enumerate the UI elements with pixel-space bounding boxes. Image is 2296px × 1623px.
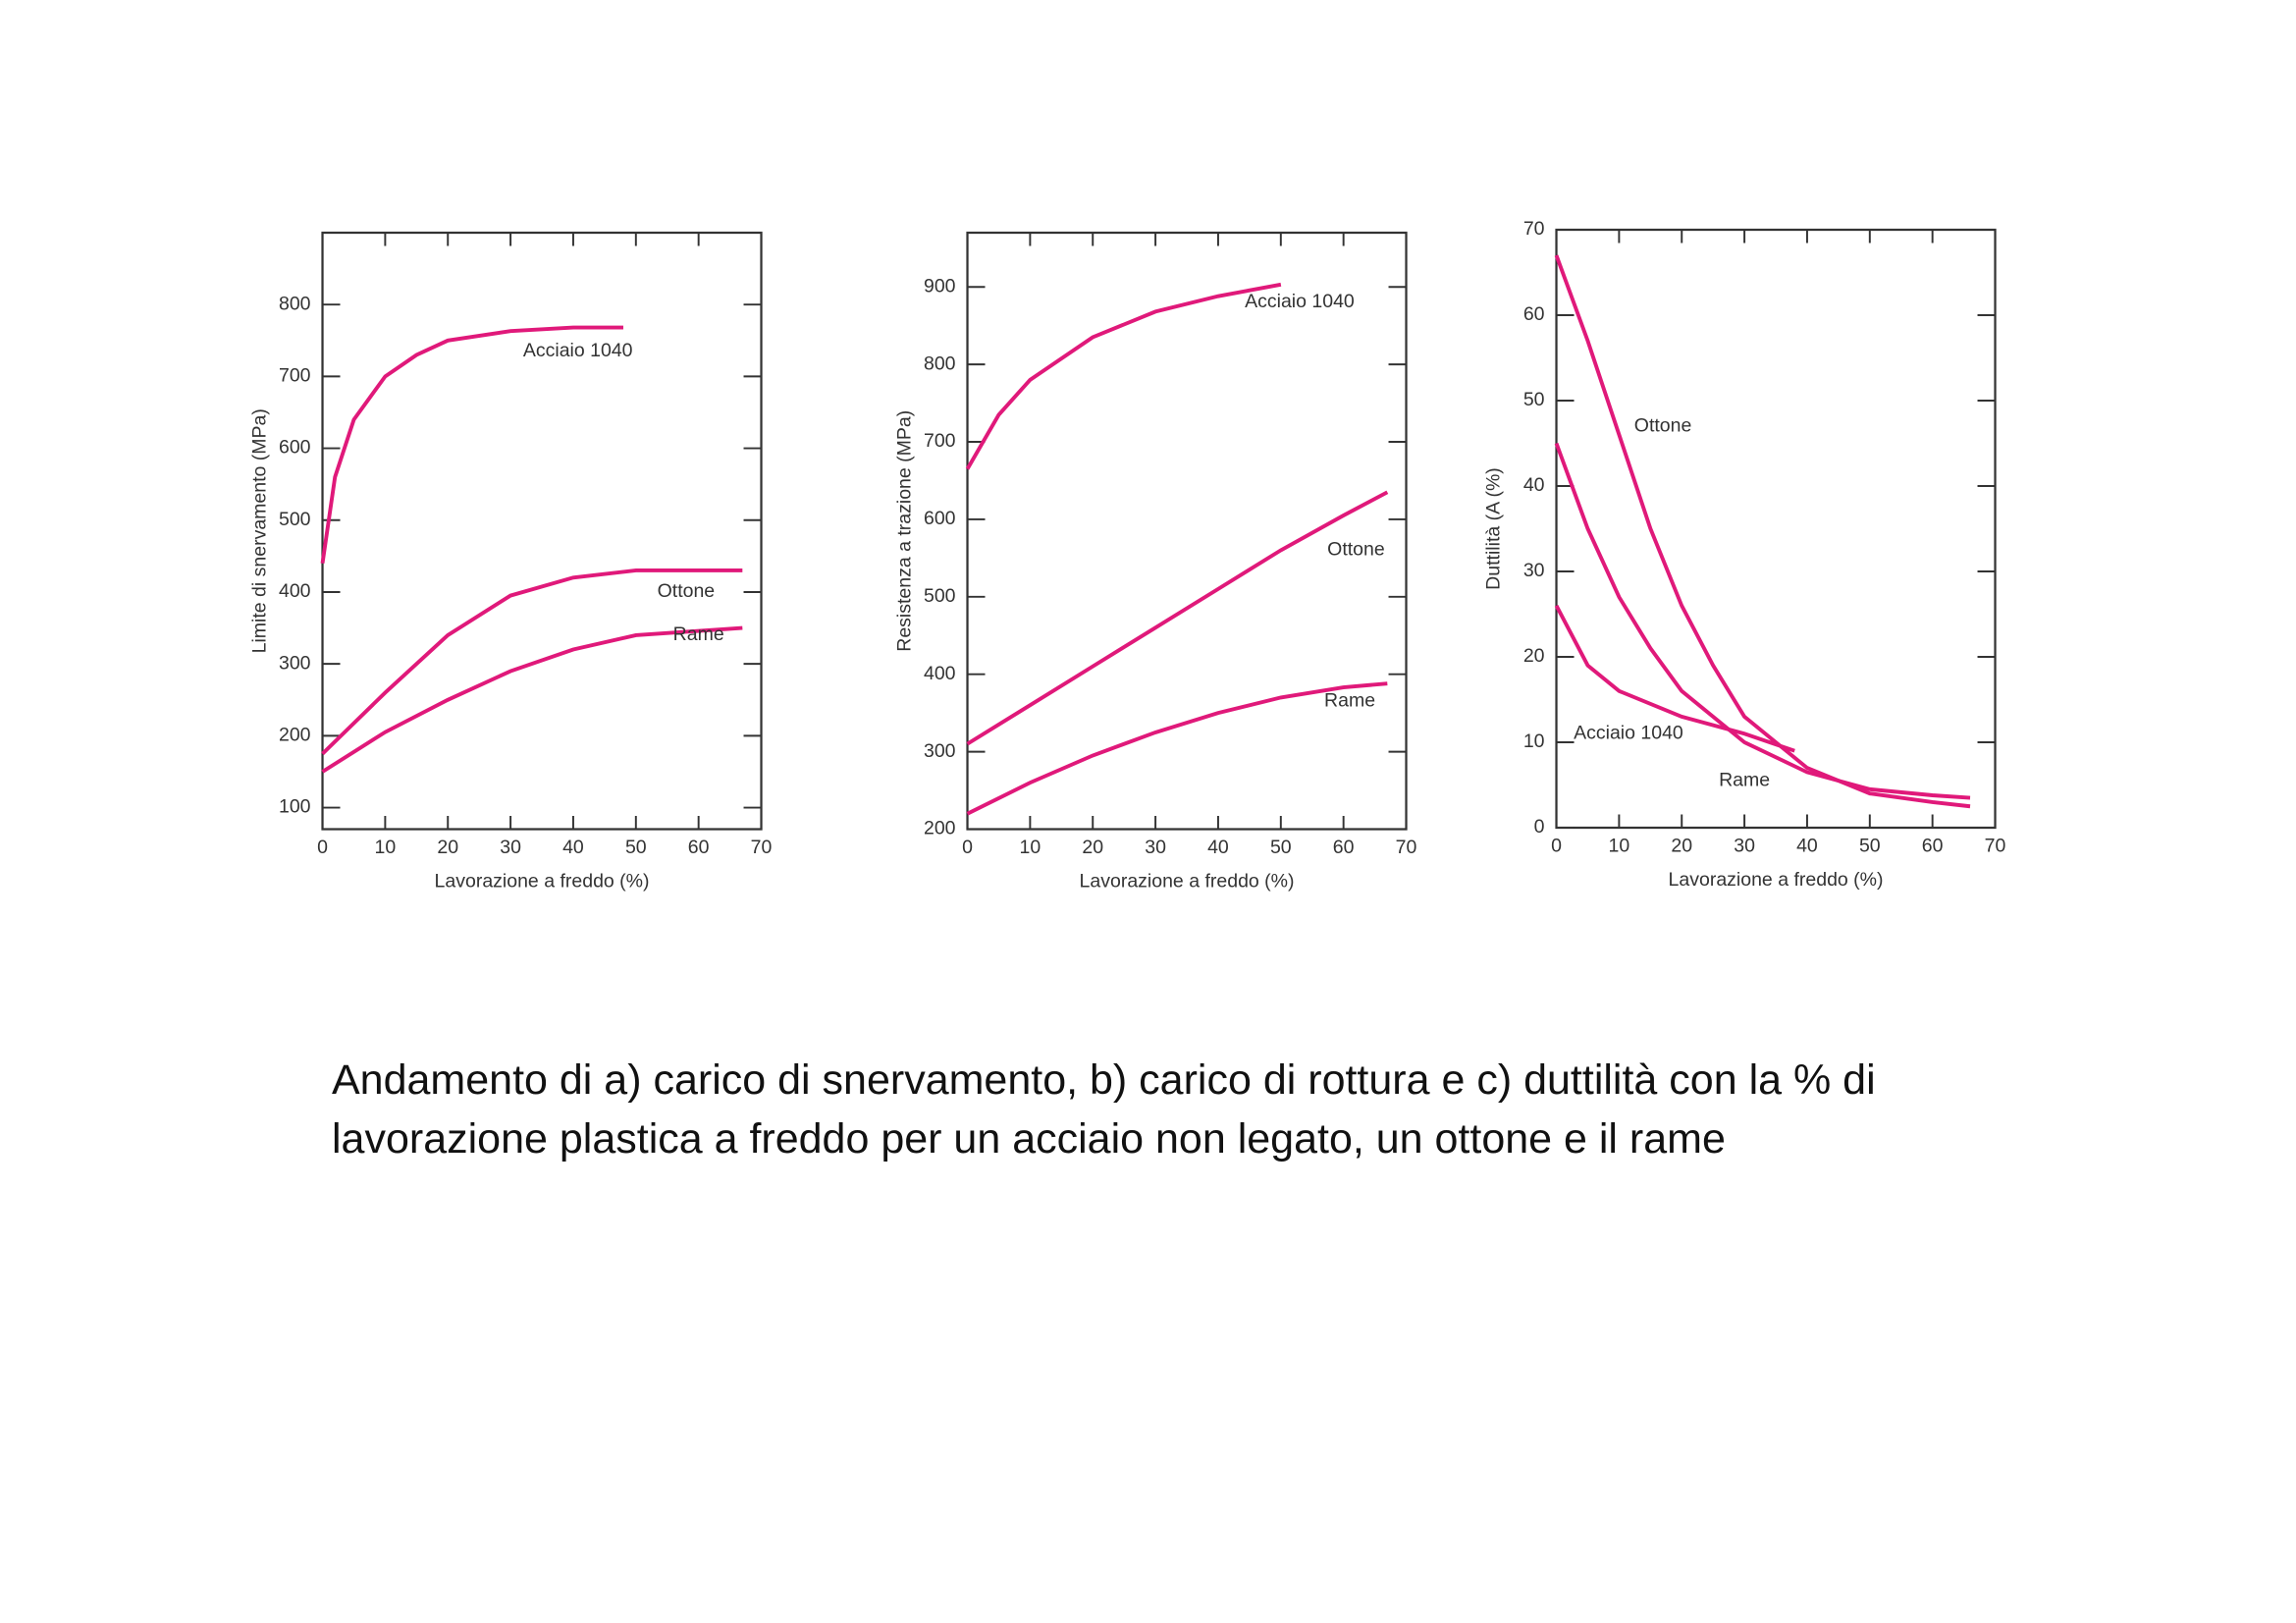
y-tick-label: 700	[924, 430, 956, 452]
x-tick-label: 0	[317, 837, 328, 858]
curve	[1554, 254, 1971, 809]
curve-label: Acciaio 1040	[1574, 722, 1683, 743]
curve	[965, 282, 1282, 470]
curve	[1554, 604, 1795, 753]
x-axis-label: Lavorazione a freddo (%)	[1669, 869, 1884, 891]
x-axis-label: Lavorazione a freddo (%)	[435, 871, 650, 893]
x-tick-label: 0	[962, 837, 973, 858]
x-tick-label: 0	[1551, 836, 1562, 857]
x-tick-label: 20	[437, 837, 458, 858]
curve-label: Acciaio 1040	[1245, 291, 1355, 312]
y-tick-label: 40	[1523, 474, 1545, 496]
plot-frame	[1555, 228, 1997, 830]
y-tick-label: 400	[924, 663, 956, 684]
x-tick-label: 40	[1796, 836, 1818, 857]
x-tick-label: 10	[1609, 836, 1630, 857]
curve-label: Rame	[1719, 769, 1770, 790]
y-tick-label: 500	[279, 509, 311, 530]
x-tick-label: 40	[562, 837, 584, 858]
x-tick-label: 30	[1145, 837, 1166, 858]
y-tick-label: 100	[279, 796, 311, 818]
y-tick-label: 20	[1523, 645, 1545, 667]
y-tick-label: 10	[1523, 730, 1545, 752]
curve	[320, 325, 623, 565]
y-tick-label: 600	[924, 508, 956, 529]
x-axis-label: Lavorazione a freddo (%)	[1080, 871, 1295, 893]
x-tick-label: 10	[1020, 837, 1041, 858]
y-tick-label: 30	[1523, 560, 1545, 581]
y-tick-label: 700	[279, 365, 311, 387]
caption: Andamento di a) carico di snervamento, b…	[332, 1056, 1876, 1163]
x-tick-label: 50	[625, 837, 647, 858]
y-tick-label: 60	[1523, 303, 1545, 325]
y-tick-label: 50	[1523, 389, 1545, 410]
x-tick-label: 70	[751, 837, 773, 858]
y-tick-label: 800	[279, 293, 311, 314]
y-tick-label: 200	[924, 818, 956, 839]
y-tick-label: 600	[279, 437, 311, 459]
y-axis-label: Duttilità (A (%)	[1483, 467, 1505, 590]
y-tick-label: 500	[924, 585, 956, 607]
x-tick-label: 70	[1985, 836, 2006, 857]
x-tick-label: 50	[1859, 836, 1881, 857]
curve-label: Rame	[1324, 689, 1375, 711]
plot-frame	[321, 231, 763, 831]
x-tick-label: 70	[1396, 837, 1417, 858]
y-tick-label: 200	[279, 725, 311, 746]
curve	[321, 625, 743, 774]
x-tick-label: 30	[500, 837, 521, 858]
x-tick-label: 10	[375, 837, 397, 858]
curve-label: Ottone	[1634, 414, 1692, 436]
curve	[321, 568, 743, 756]
y-tick-label: 70	[1523, 218, 1545, 240]
x-tick-label: 60	[1333, 837, 1355, 858]
y-tick-label: 300	[924, 740, 956, 762]
x-tick-label: 40	[1207, 837, 1229, 858]
curve-label: Ottone	[658, 580, 716, 602]
x-tick-label: 20	[1082, 837, 1103, 858]
curve	[1554, 442, 1971, 800]
y-tick-label: 900	[924, 275, 956, 297]
curve-label: Ottone	[1327, 539, 1385, 561]
x-tick-label: 60	[688, 837, 710, 858]
curve-label: Rame	[673, 623, 724, 645]
y-axis-label: Limite di snervamento (MPa)	[249, 408, 271, 653]
x-tick-label: 50	[1270, 837, 1292, 858]
x-tick-label: 20	[1671, 836, 1692, 857]
curve-label: Acciaio 1040	[523, 340, 633, 361]
plot-frame	[966, 231, 1408, 831]
y-tick-label: 0	[1534, 816, 1545, 838]
y-tick-label: 300	[279, 652, 311, 674]
y-tick-label: 800	[924, 352, 956, 374]
x-tick-label: 60	[1922, 836, 1944, 857]
x-tick-label: 30	[1734, 836, 1755, 857]
y-tick-label: 400	[279, 580, 311, 602]
curve	[966, 681, 1388, 816]
curve	[966, 490, 1389, 746]
y-axis-label: Resistenza a trazione (MPa)	[894, 410, 916, 652]
